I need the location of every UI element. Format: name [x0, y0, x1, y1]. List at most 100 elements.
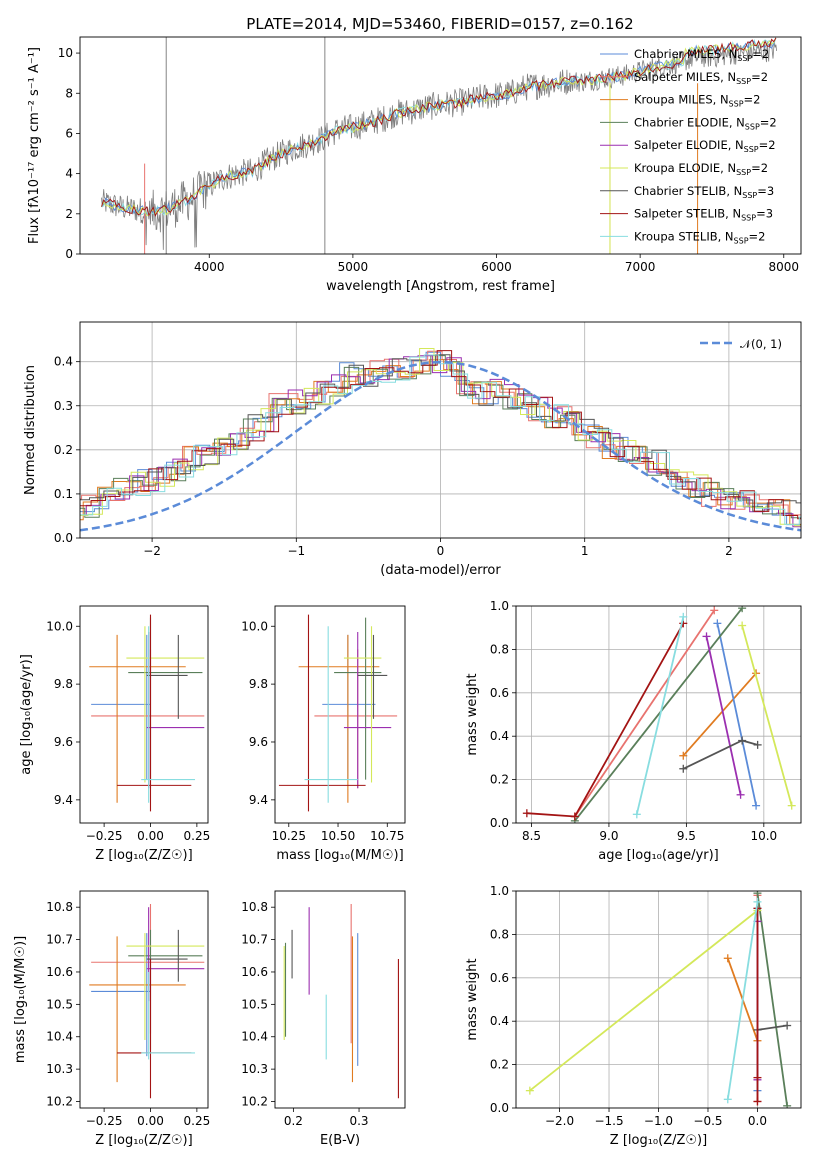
weight-line — [574, 609, 716, 818]
histogram-step — [80, 355, 801, 528]
legend-rest: =2 — [751, 70, 768, 84]
x-tick-label: 0.00 — [137, 1114, 164, 1128]
histogram-step — [80, 359, 801, 525]
x-axis-label: Z [log₁₀(Z/Z☉)] — [95, 848, 192, 863]
plot-area-mass_vs_Z — [89, 903, 205, 1099]
panel-weight_vs_Z: −2.0 −1.5 −1.0 −0.5 0.0 0.0 0.2 0.4 0.6 0.8 1.0 Z [… — [465, 884, 802, 1148]
y-tick-label: 6 — [65, 126, 73, 140]
y-tick-label: 10.3 — [241, 1062, 268, 1076]
x-tick-label: 9.0 — [599, 829, 618, 843]
figure-title: PLATE=2014, MJD=53460, FIBERID=0157, z=0… — [246, 15, 633, 33]
y-tick-label: 0.2 — [490, 1058, 509, 1072]
plot-area-weight_vs_age — [516, 606, 801, 823]
y-tick-label: 0.6 — [490, 971, 509, 985]
x-tick-label: −0.25 — [86, 829, 123, 843]
legend-rest: =3 — [756, 207, 773, 221]
plot-area-age_vs_Z — [89, 614, 205, 812]
y-tick-label: 10.4 — [46, 1030, 73, 1044]
y-tick-label: 0.3 — [54, 399, 73, 413]
x-axis-label: mass [log₁₀(M/M☉)] — [276, 848, 403, 863]
y-tick-label: 10.4 — [241, 1030, 268, 1044]
panel-age_vs_Z: −0.25 0.00 0.25 9.4 9.6 9.8 10.0 Z [log₁₀(Z/Z☉)… — [19, 605, 210, 863]
y-axis-label: Normed distribution — [23, 365, 38, 495]
axes-frame — [515, 605, 802, 824]
axes-frame — [79, 890, 209, 1109]
x-axis-label: E(B-V) — [320, 1133, 360, 1148]
x-tick-label: 10.75 — [370, 829, 404, 843]
y-tick-label: 1.0 — [490, 599, 509, 613]
panel-spectrum: 4000 5000 6000 7000 8000 0 2 4 6 8 10 wavelength [A… — [27, 36, 802, 294]
y-tick-label: 4 — [65, 167, 73, 181]
y-tick-label: 9.8 — [249, 677, 268, 691]
gaussian-curve — [80, 360, 801, 532]
legend-rest: =2 — [759, 138, 776, 152]
weight-line — [682, 739, 758, 770]
x-axis-label: (data-model)/error — [380, 563, 501, 578]
weight-line — [682, 672, 757, 757]
x-tick-label: 6000 — [481, 260, 512, 274]
y-tick-label: 10.8 — [46, 900, 73, 914]
y-tick-label: 10.6 — [241, 965, 268, 979]
plot-area-weight_vs_Z — [516, 891, 801, 1108]
x-tick-label: 0.00 — [137, 829, 164, 843]
y-tick-label: 9.4 — [54, 793, 73, 807]
y-tick-label: 8 — [65, 86, 73, 100]
x-tick-label: −1.5 — [594, 1114, 623, 1128]
panel-weight_vs_age: 8.5 9.0 9.5 10.0 0.0 0.2 0.4 0.6 0.8 1.0 age [log₁… — [465, 599, 802, 863]
legend-rest: =3 — [757, 184, 774, 198]
x-tick-label: 0.0 — [748, 1114, 767, 1128]
y-tick-label: 0.4 — [54, 355, 73, 369]
x-tick-label: −2.0 — [545, 1114, 574, 1128]
y-tick-label: 10.0 — [46, 619, 73, 633]
legend-subscript: SSP — [744, 145, 759, 154]
y-tick-label: 10.3 — [46, 1062, 73, 1076]
residual-legend: 𝒩(0, 1) — [700, 337, 782, 351]
legend-rest: =2 — [760, 115, 777, 129]
x-tick-label: 5000 — [338, 260, 369, 274]
histogram-step — [80, 355, 801, 519]
y-axis-label: mass [log₁₀(M/M☉)] — [13, 936, 28, 1063]
spectrum-legend: Chabrier MILES, NSSP=2 Salpeter MILES, NS… — [600, 47, 777, 245]
y-tick-label: 10.5 — [46, 997, 73, 1011]
y-tick-label: 0.1 — [54, 487, 73, 501]
x-axis-label: wavelength [Angstrom, rest frame] — [326, 279, 555, 294]
y-tick-label: 10.7 — [46, 933, 73, 947]
x-tick-label: −1.0 — [644, 1114, 673, 1128]
legend-entry: Salpeter MILES, NSSP=2 — [634, 70, 768, 86]
y-tick-label: 10.2 — [46, 1095, 73, 1109]
model-fit-line — [101, 37, 777, 217]
legend-subscript: SSP — [737, 54, 752, 63]
y-tick-label: 10.7 — [241, 933, 268, 947]
weight-line — [741, 625, 793, 806]
legend-entry: Kroupa ELODIE, NSSP=2 — [634, 161, 768, 177]
x-tick-label: −1 — [287, 544, 305, 558]
axes-frame — [79, 321, 802, 539]
legend-rest: =2 — [749, 229, 766, 243]
legend-subscript: SSP — [736, 77, 751, 86]
x-tick-label: 0.25 — [184, 1114, 211, 1128]
weight-line — [757, 1024, 788, 1031]
x-tick-label: 7000 — [625, 260, 656, 274]
axes-frame — [79, 36, 802, 255]
legend-entry: Chabrier ELODIE, NSSP=2 — [634, 115, 777, 131]
x-tick-label: −0.25 — [86, 1114, 123, 1128]
x-tick-label: 8000 — [768, 260, 799, 274]
plot-area-age_vs_mass — [278, 614, 398, 812]
y-tick-label: 10.6 — [46, 965, 73, 979]
legend-subscript: SSP — [741, 214, 756, 223]
panel-age_vs_mass: 10.25 10.50 10.75 9.4 9.6 9.8 10.0 mass [log₁₀(… — [241, 605, 406, 863]
axes-frame — [274, 605, 406, 824]
y-tick-label: 0.0 — [490, 1101, 509, 1115]
x-tick-label: 0.3 — [349, 1114, 368, 1128]
x-tick-label: 10.25 — [272, 829, 306, 843]
model-fit-line — [101, 37, 777, 217]
y-tick-label: 0.2 — [54, 443, 73, 457]
histogram-step — [80, 351, 801, 527]
y-tick-label: 10.0 — [241, 619, 268, 633]
weight-line — [705, 636, 742, 795]
legend-subscript: SSP — [745, 122, 760, 131]
y-tick-label: 10.8 — [241, 900, 268, 914]
plot-area-spectrum — [101, 37, 777, 254]
